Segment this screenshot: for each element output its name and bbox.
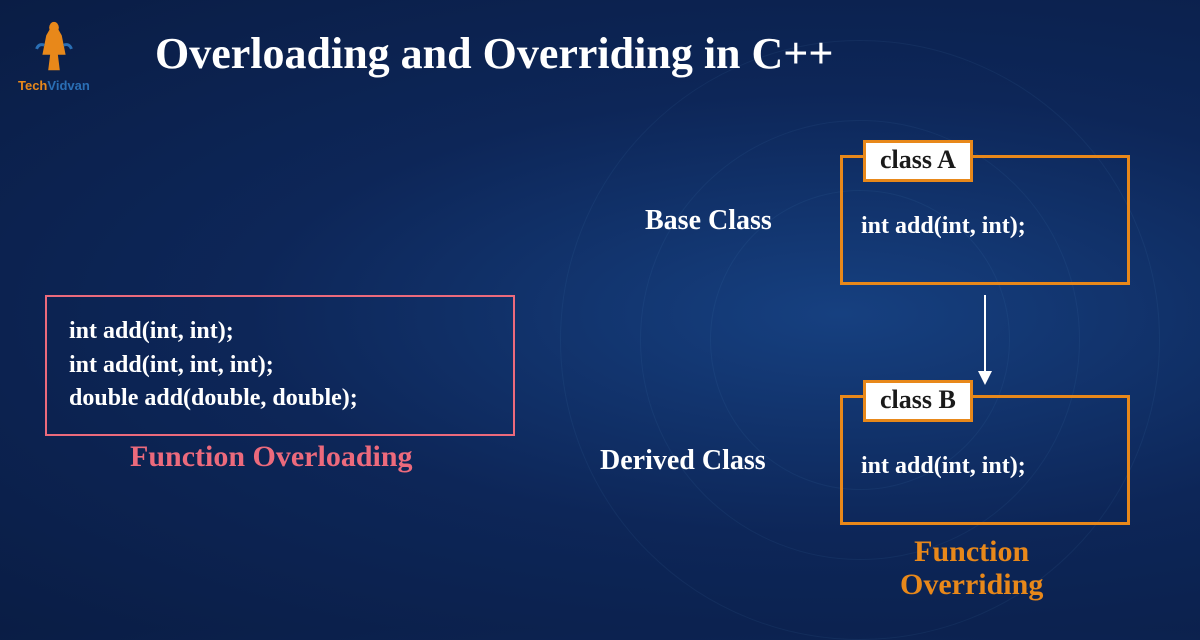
- overloading-line-1: int add(int, int);: [69, 315, 491, 349]
- logo-icon: [25, 18, 83, 76]
- class-b-box: class B int add(int, int);: [840, 395, 1130, 525]
- overriding-caption-line1: Function: [900, 535, 1043, 568]
- logo-text-vidvan: Vidvan: [47, 78, 89, 93]
- class-a-box: class A int add(int, int);: [840, 155, 1130, 285]
- inheritance-arrow-icon: [975, 295, 995, 385]
- page-title: Overloading and Overriding in C++: [155, 28, 833, 79]
- derived-class-label: Derived Class: [600, 445, 766, 477]
- logo-text-tech: Tech: [18, 78, 47, 93]
- class-b-tag: class B: [863, 380, 973, 422]
- class-b-body: int add(int, int);: [861, 453, 1026, 480]
- class-a-tag: class A: [863, 140, 973, 182]
- overloading-line-2: int add(int, int, int);: [69, 349, 491, 383]
- logo: TechVidvan: [18, 18, 90, 93]
- overloading-box: int add(int, int); int add(int, int, int…: [45, 295, 515, 436]
- overloading-caption: Function Overloading: [130, 440, 413, 474]
- logo-text: TechVidvan: [18, 78, 90, 93]
- overriding-caption-line2: Overriding: [900, 568, 1043, 601]
- overloading-line-3: double add(double, double);: [69, 382, 491, 416]
- base-class-label: Base Class: [645, 205, 772, 237]
- overriding-caption: Function Overriding: [900, 535, 1043, 601]
- class-a-body: int add(int, int);: [861, 213, 1026, 240]
